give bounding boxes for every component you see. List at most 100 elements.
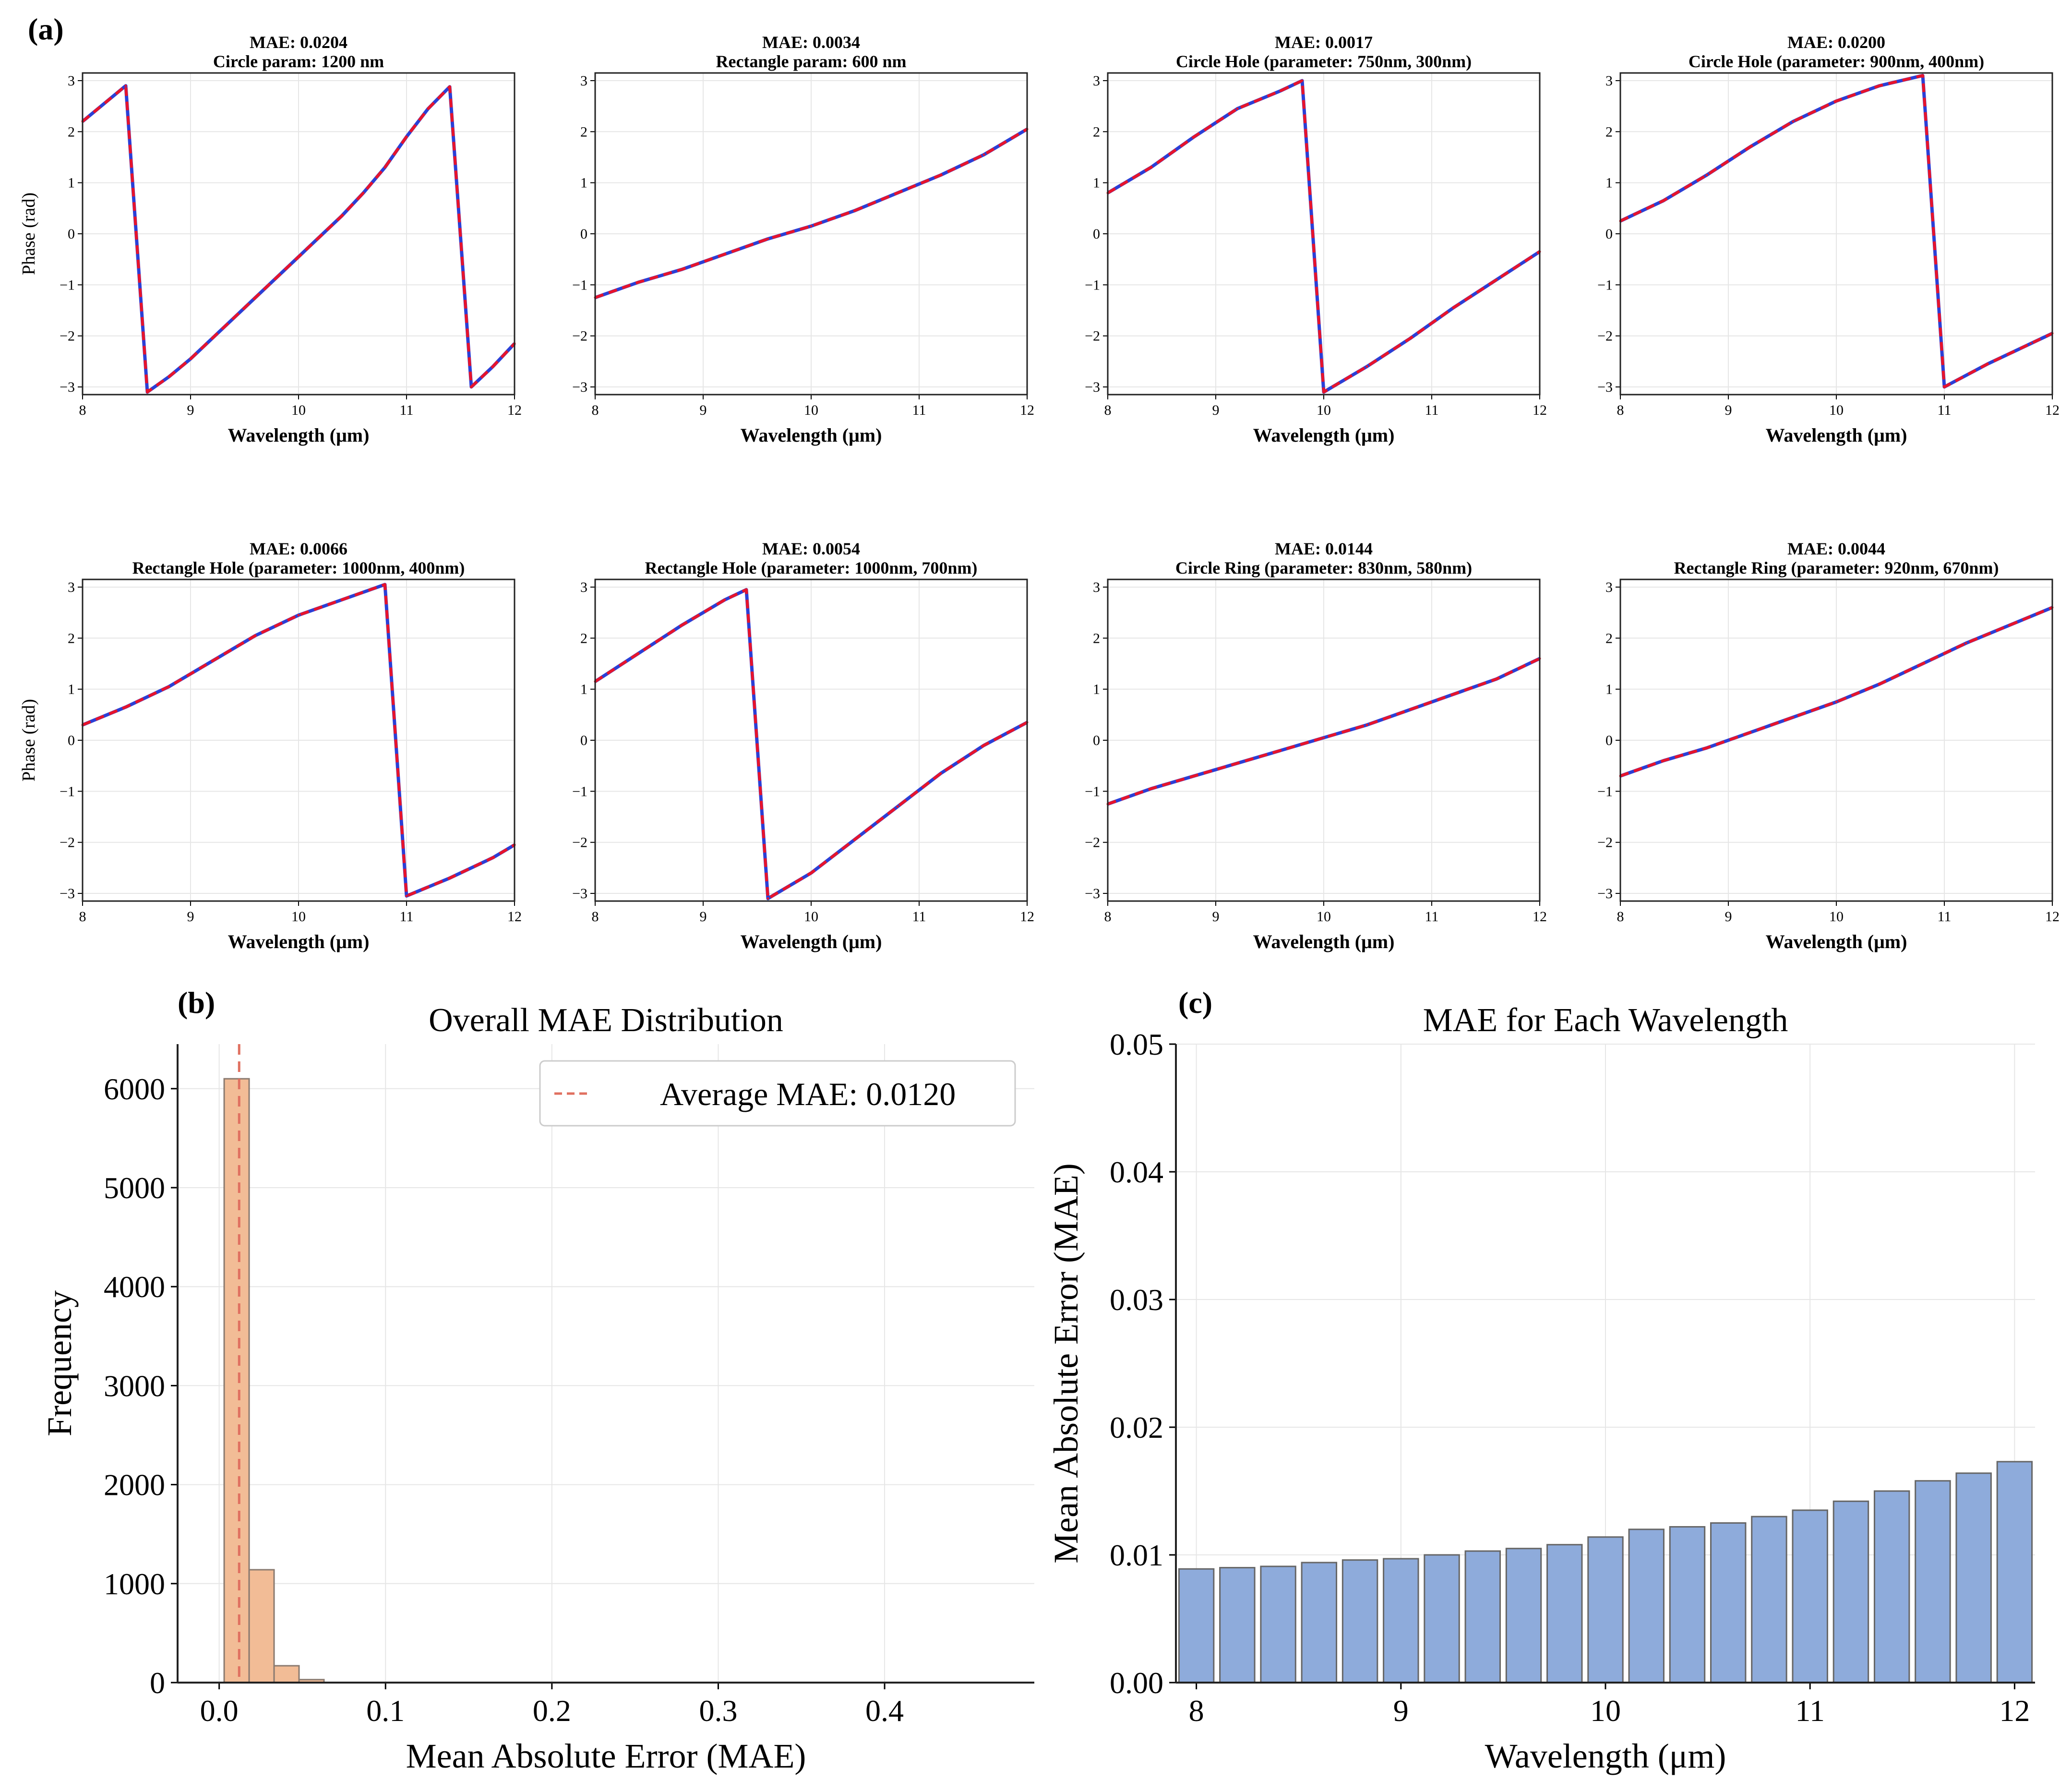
x-tick-label: 8: [79, 909, 86, 925]
data-point: [896, 192, 899, 194]
subplot-mae-title: MAE: 0.0066: [250, 539, 347, 558]
data-point: [1705, 174, 1708, 177]
x-tick-label: 8: [592, 909, 599, 925]
subplot-mae-title: MAE: 0.0200: [1787, 33, 1885, 52]
x-tick-label: 12: [1020, 402, 1034, 418]
wavelength-bar: [1546, 1544, 1583, 1684]
legend-box: Average MAE: 0.0120: [539, 1060, 1016, 1127]
data-point: [427, 107, 430, 110]
y-tick-label: −3: [60, 379, 75, 395]
y-tick-label: −2: [1597, 835, 1613, 851]
data-point: [124, 706, 127, 709]
data-point: [340, 599, 343, 602]
predicted-phase-line: [82, 583, 515, 898]
data-point: [1150, 787, 1152, 790]
wavelength-bar: [1383, 1558, 1419, 1684]
wavelength-bar: [1751, 1516, 1787, 1684]
data-point: [1365, 365, 1368, 368]
data-point: [340, 215, 343, 217]
y-tick-label: 0.00: [1110, 1666, 1163, 1700]
x-tick-label: 8: [1189, 1694, 1204, 1728]
y-tick-label: 1: [1093, 175, 1100, 191]
y-tick-label: −3: [572, 886, 587, 902]
data-point: [1236, 762, 1239, 765]
x-tick-label: 9: [1725, 402, 1732, 418]
plot-frame: [594, 72, 1028, 396]
x-tick-label: 9: [187, 402, 194, 418]
data-point: [1322, 736, 1325, 739]
y-tick-label: 2000: [104, 1468, 165, 1502]
data-point: [405, 135, 408, 138]
data-point: [1705, 746, 1708, 749]
x-tick-label: 9: [1212, 909, 1220, 925]
data-point: [1365, 723, 1368, 726]
data-point: [405, 894, 408, 897]
mae-histogram-chart: 0.0 0.1 0.2 0.3 0.4 0 1000 2000 3000 4000 5000 6000…: [40, 1002, 1034, 1775]
x-tick-label: 0.3: [699, 1694, 737, 1728]
subplot-parameter-subtitle: Circle Hole (parameter: 750nm, 300nm): [1176, 52, 1472, 71]
x-tick-label: 12: [1999, 1694, 2030, 1728]
y-axis-label: Mean Absolute Error (MAE): [1047, 1163, 1085, 1564]
subplot-mae-title: MAE: 0.0054: [762, 539, 860, 558]
data-point: [637, 652, 640, 655]
x-tick-label: 9: [1393, 1694, 1409, 1728]
data-point: [723, 599, 726, 602]
y-tick-label: −2: [1085, 328, 1100, 344]
data-point: [1322, 391, 1325, 394]
x-tick-label: 12: [507, 909, 522, 925]
data-point: [1662, 199, 1665, 202]
x-tick-label: 10: [1829, 909, 1844, 925]
data-point: [1452, 693, 1455, 696]
data-point: [1452, 306, 1455, 309]
wavelength-bar: [1505, 1548, 1542, 1684]
wavelength-bar: [1587, 1536, 1624, 1684]
x-tick-label: 12: [1020, 909, 1034, 925]
data-point: [1792, 120, 1795, 123]
data-point: [853, 209, 856, 212]
y-axis-label: Phase (rad): [19, 699, 39, 782]
histogram-title: Overall MAE Distribution: [429, 1002, 783, 1039]
subplot-parameter-subtitle: Rectangle Hole (parameter: 1000nm, 700nm…: [645, 558, 978, 578]
data-point: [1749, 731, 1751, 734]
subplot-parameter-subtitle: Rectangle param: 600 nm: [716, 52, 907, 71]
y-tick-label: 0.01: [1110, 1538, 1163, 1572]
wavelength-bar: [1628, 1528, 1665, 1684]
x-tick-label: 8: [79, 402, 86, 418]
wavelength-bar: [1424, 1554, 1460, 1684]
plot-frame: [594, 578, 1028, 902]
x-axis-label: Wavelength (μm): [1766, 931, 1907, 952]
data-point: [1921, 74, 1924, 77]
predicted-phase-line: [82, 84, 516, 394]
data-point: [189, 358, 192, 361]
data-point: [491, 856, 494, 859]
y-tick-label: 4000: [104, 1270, 165, 1304]
y-tick-label: −2: [1085, 835, 1100, 851]
x-tick-label: 8: [1104, 402, 1112, 418]
wavelength-bar: [1260, 1565, 1296, 1684]
wavelength-bar: [1792, 1509, 1828, 1684]
y-tick-label: 2: [1605, 124, 1613, 140]
x-tick-label: 10: [291, 909, 306, 925]
data-point: [383, 166, 386, 169]
y-axis-label: Phase (rad): [19, 193, 39, 275]
y-tick-label: 0.03: [1110, 1283, 1163, 1317]
y-tick-label: −3: [572, 379, 587, 395]
x-axis-label: Wavelength (μm): [741, 931, 882, 952]
x-tick-label: 12: [2045, 402, 2060, 418]
y-tick-label: 0: [1093, 733, 1100, 748]
data-point: [383, 583, 386, 586]
subplot-mae-title: MAE: 0.0044: [1787, 539, 1885, 558]
data-point: [1301, 79, 1304, 82]
x-tick-label: 10: [1829, 402, 1844, 418]
data-point: [1409, 708, 1412, 711]
x-tick-label: 0.1: [366, 1694, 405, 1728]
y-tick-label: 1: [68, 682, 75, 698]
y-tick-label: 2: [68, 630, 75, 646]
data-point: [767, 238, 769, 241]
y-tick-label: 0.04: [1110, 1155, 1163, 1189]
bar-chart-title: MAE for Each Wavelength: [1423, 1002, 1788, 1039]
